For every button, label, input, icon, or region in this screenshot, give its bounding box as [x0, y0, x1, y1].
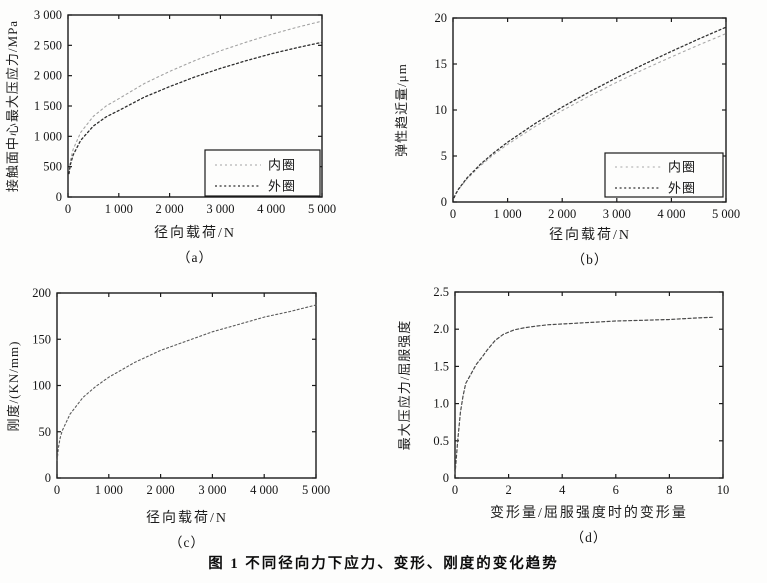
- figure-caption: 图 1 不同径向力下应力、变形、刚度的变化趋势: [208, 556, 559, 572]
- subplot-b: 0 1 000 2 000 3 000 4 000 5 000 0 5 10 15 20 内圈外圈 弹…: [383, 0, 767, 270]
- x-tick-label: 3 000: [198, 483, 226, 497]
- x-tick-label: 4 000: [250, 483, 278, 497]
- x-tick-label: 0: [452, 483, 458, 497]
- x-axis-label-b: 径向载荷/N: [549, 228, 631, 243]
- series-curve-外圈: [453, 26, 727, 199]
- x-tick-label: 2: [505, 483, 511, 497]
- y-axis-label-a: 接触面中心最大压应力/MPa: [5, 19, 20, 193]
- x-tick-label: 1 000: [105, 202, 133, 216]
- subplot-c: 0 1 000 2 000 3 000 4 000 5 000 0 50 100 150 200 刚…: [0, 270, 383, 553]
- x-tick-label: 0: [54, 483, 60, 497]
- y-tick-label: 2.5: [433, 285, 449, 299]
- series-curve-外圈: [68, 41, 323, 175]
- legend-label-内圈: 内圈: [668, 160, 696, 175]
- x-tick-label: 0: [450, 207, 456, 221]
- y-tick-label: 50: [39, 425, 52, 439]
- series-curve-刚度: [56, 304, 317, 461]
- x-tick-label: 2 000: [156, 202, 184, 216]
- y-axis-label-b: 弹性趋近量/μm: [394, 63, 409, 157]
- x-tick-label: 5 000: [308, 202, 336, 216]
- y-tick-label: 20: [435, 11, 448, 25]
- x-tick-label: 4 000: [257, 202, 285, 216]
- x-tick-label: 4 000: [657, 207, 685, 221]
- y-tick-label: 2 000: [34, 69, 62, 83]
- x-tick-label: 10: [717, 483, 730, 497]
- plot-area-a: 0 1 000 2 000 3 000 4 000 5 000 0 500 1 000 1 500…: [34, 8, 336, 216]
- plot-area-c: 0 1 000 2 000 3 000 4 000 5 000 0 50 100 150 200: [32, 286, 330, 497]
- y-tick-label: 15: [435, 57, 448, 71]
- subplot-letter-a: （a）: [177, 250, 213, 265]
- x-tick-label: 6: [613, 483, 619, 497]
- y-tick-label: 1.5: [433, 359, 449, 373]
- y-tick-label: 0: [443, 471, 449, 485]
- y-axis-label-d: 最大压应力/屈服强度: [397, 319, 412, 451]
- x-axis-label-a: 径向载荷/N: [154, 226, 236, 241]
- subplot-a: 0 1 000 2 000 3 000 4 000 5 000 0 500 1 000 1 500…: [0, 0, 383, 270]
- series-curve-内圈: [68, 20, 323, 171]
- x-axis-label-c: 径向载荷/N: [146, 511, 228, 526]
- x-tick-label: 5 000: [712, 207, 740, 221]
- series-curve-应力比: [454, 316, 713, 475]
- y-tick-label: 500: [43, 160, 62, 174]
- y-tick-label: 1 500: [34, 99, 62, 113]
- legend-label-外圈: 外圈: [668, 181, 696, 196]
- y-tick-label: 5: [441, 149, 447, 163]
- x-tick-label: 5 000: [302, 483, 330, 497]
- subplot-d: 0 2 4 6 8 10 0 0.5 1.0 1.5 2.0 2.5 最大压应力/屈服强度 变形量/屈…: [383, 270, 767, 553]
- y-tick-label: 10: [435, 103, 448, 117]
- axis-box: [454, 291, 724, 479]
- axis-box: [56, 292, 317, 479]
- subplot-letter-b: （b）: [571, 252, 609, 267]
- series-curve-内圈: [453, 33, 727, 199]
- y-tick-label: 0.5: [433, 434, 449, 448]
- y-tick-label: 0: [441, 195, 447, 209]
- y-tick-label: 0: [45, 471, 51, 485]
- legend-box: [604, 152, 724, 198]
- x-tick-label: 0: [65, 202, 71, 216]
- x-tick-label: 3 000: [603, 207, 631, 221]
- x-tick-label: 4: [559, 483, 566, 497]
- y-tick-label: 1 000: [34, 129, 62, 143]
- y-tick-label: 2.0: [433, 322, 449, 336]
- y-tick-label: 100: [32, 379, 51, 393]
- x-axis-label-d: 变形量/屈服强度时的变形量: [490, 506, 688, 521]
- y-tick-label: 3 000: [34, 8, 62, 22]
- y-tick-label: 2 500: [34, 38, 62, 52]
- x-tick-label: 1 000: [494, 207, 522, 221]
- subplot-letter-d: （d）: [570, 530, 608, 545]
- subplot-letter-c: （c）: [169, 535, 205, 550]
- y-tick-label: 1.0: [433, 397, 449, 411]
- legend-label-内圈: 内圈: [268, 158, 296, 173]
- x-tick-label: 2 000: [548, 207, 576, 221]
- y-axis-label-c: 刚度/(KN/mm): [6, 340, 21, 432]
- y-tick-label: 0: [56, 190, 62, 204]
- plot-area-d: 0 2 4 6 8 10 0 0.5 1.0 1.5 2.0 2.5: [433, 285, 730, 497]
- legend-label-外圈: 外圈: [268, 179, 296, 194]
- y-tick-label: 150: [32, 332, 51, 346]
- y-tick-label: 200: [32, 286, 51, 300]
- x-tick-label: 3 000: [206, 202, 234, 216]
- x-tick-label: 8: [666, 483, 672, 497]
- x-tick-label: 1 000: [95, 483, 123, 497]
- x-tick-label: 2 000: [147, 483, 175, 497]
- legend-box: [204, 149, 321, 197]
